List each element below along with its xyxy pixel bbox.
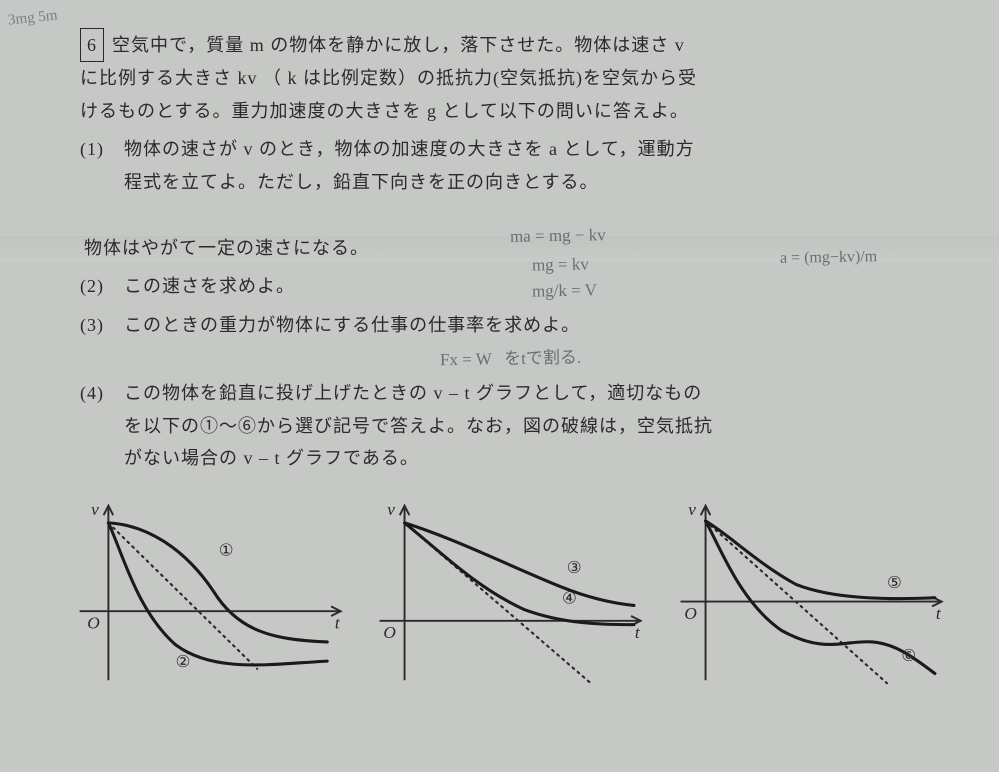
- subq3-text: このときの重力が物体にする仕事の仕事率を求めよ。: [124, 315, 580, 335]
- graph-panel-2: ③ ④ v Ot: [370, 492, 648, 692]
- subq1-line1: 物体の速さが v のとき，物体の加速度の大きさを a として，運動方: [124, 139, 695, 159]
- subquestion-1: (1)物体の速さが v のとき，物体の加速度の大きさを a として，運動方 程式…: [80, 133, 949, 198]
- graph-panel-3: ⑤ ⑥ v Ot: [671, 492, 949, 692]
- subq4-line3: がない場合の v – t グラフである。: [80, 448, 419, 468]
- svg-text:③: ③: [567, 558, 582, 577]
- subq3-label: (3): [80, 309, 124, 341]
- svg-text:v: v: [388, 501, 396, 520]
- svg-text:⑤: ⑤: [887, 573, 902, 592]
- stem-line-3: けるものとする。重力加速度の大きさを g として以下の問いに答えよ。: [80, 101, 689, 121]
- problem-stem: 6 空気中で，質量 m の物体を静かに放し，落下させた。物体は速さ v に比例する…: [80, 28, 949, 127]
- handwriting-eq4: a = (mg−kv)/m: [780, 243, 878, 273]
- svg-text:v: v: [91, 501, 99, 520]
- svg-text:②: ②: [176, 652, 191, 671]
- stem-line-2: に比例する大きさ kv （ k は比例定数）の抵抗力(空気抵抗)を空気から受: [80, 68, 697, 88]
- handwriting-eq5: Fx = W をtで割る.: [440, 343, 582, 376]
- subquestion-4: (4)この物体を鉛直に投げ上げたときの v – t グラフとして，適切なもの を…: [80, 377, 949, 474]
- subq4-line2: を以下の①〜⑥から選び記号で答えよ。なお，図の破線は，空気抵抗: [80, 416, 713, 436]
- subquestion-2: (2)この速さを求めよ。: [80, 270, 949, 302]
- svg-text:④: ④: [562, 589, 577, 608]
- svg-text:O: O: [87, 614, 100, 633]
- svg-text:t: t: [335, 614, 341, 633]
- svg-text:O: O: [684, 604, 697, 623]
- problem-page: 6 空気中で，質量 m の物体を静かに放し，落下させた。物体は速さ v に比例する…: [80, 28, 949, 692]
- margin-handwriting: 3mg 5m: [7, 7, 58, 29]
- subquestion-3: (3)このときの重力が物体にする仕事の仕事率を求めよ。: [80, 309, 949, 341]
- svg-text:⑥: ⑥: [901, 646, 916, 665]
- subq2-label: (2): [80, 270, 124, 302]
- question-number-box: 6: [80, 28, 104, 62]
- svg-text:v: v: [688, 501, 696, 520]
- handwriting-eq3: mg/k = V: [532, 275, 598, 307]
- stem-line-1: 空気中で，質量 m の物体を静かに放し，落下させた。物体は速さ v: [112, 35, 685, 55]
- graphs-row: ① ② v Ot ③ ④ v Ot ⑤ ⑥ v Ot: [70, 492, 949, 692]
- subq4-line1: この物体を鉛直に投げ上げたときの v – t グラフとして，適切なもの: [124, 383, 702, 403]
- svg-text:t: t: [635, 623, 641, 642]
- svg-text:t: t: [936, 604, 942, 623]
- subq2-text: この速さを求めよ。: [124, 276, 295, 296]
- svg-text:①: ①: [219, 541, 234, 560]
- subq4-label: (4): [80, 377, 124, 409]
- subq1-line2: 程式を立てよ。ただし，鉛直下向きを正の向きとする。: [80, 172, 598, 192]
- graph-panel-1: ① ② v Ot: [70, 492, 348, 692]
- handwriting-eq1: ma = mg − kv: [510, 220, 606, 252]
- svg-text:O: O: [384, 623, 397, 642]
- subq1-label: (1): [80, 133, 124, 165]
